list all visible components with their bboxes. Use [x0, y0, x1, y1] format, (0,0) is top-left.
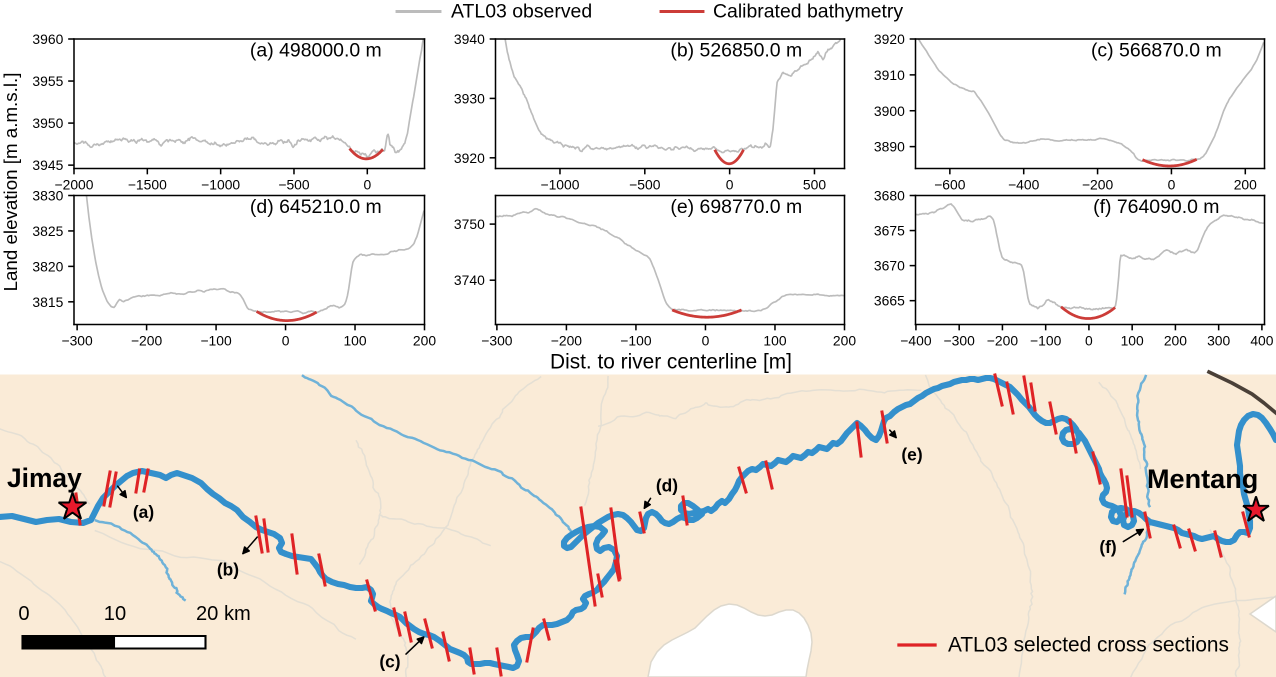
- svg-text:100: 100: [763, 332, 786, 348]
- svg-text:3955: 3955: [32, 73, 63, 89]
- svg-text:10: 10: [104, 603, 126, 625]
- svg-text:200: 200: [413, 332, 436, 348]
- svg-text:−1000: −1000: [201, 176, 240, 192]
- svg-text:3740: 3740: [454, 272, 485, 288]
- svg-text:0: 0: [1168, 176, 1176, 192]
- svg-text:(e) 698770.0 m: (e) 698770.0 m: [670, 196, 802, 218]
- svg-text:100: 100: [343, 332, 366, 348]
- svg-text:3825: 3825: [32, 223, 63, 239]
- svg-text:3815: 3815: [32, 294, 63, 310]
- svg-text:3665: 3665: [874, 293, 905, 309]
- svg-text:−400: −400: [1008, 176, 1040, 192]
- svg-text:−500: −500: [629, 176, 661, 192]
- svg-text:3945: 3945: [32, 157, 63, 173]
- svg-text:−400: −400: [900, 332, 932, 348]
- svg-text:3910: 3910: [874, 67, 905, 83]
- svg-text:0: 0: [702, 332, 710, 348]
- svg-text:(c): (c): [379, 651, 400, 671]
- svg-text:Dist. to river centerline [m]: Dist. to river centerline [m]: [550, 350, 792, 373]
- svg-text:3950: 3950: [32, 115, 63, 131]
- svg-text:(c) 566870.0 m: (c) 566870.0 m: [1091, 39, 1222, 61]
- svg-text:−300: −300: [61, 332, 93, 348]
- svg-text:Jimay: Jimay: [7, 463, 82, 493]
- svg-text:3750: 3750: [454, 216, 485, 232]
- svg-text:0: 0: [282, 332, 290, 348]
- svg-text:ATL03 observed: ATL03 observed: [451, 1, 592, 23]
- svg-text:200: 200: [1234, 176, 1257, 192]
- svg-text:−100: −100: [1030, 332, 1062, 348]
- svg-text:3670: 3670: [874, 258, 905, 274]
- svg-text:Land elevation [m a.m.s.l.]: Land elevation [m a.m.s.l.]: [0, 73, 21, 292]
- svg-text:−200: −200: [131, 332, 163, 348]
- svg-text:(a) 498000.0 m: (a) 498000.0 m: [250, 39, 382, 61]
- svg-text:(d) 645210.0 m: (d) 645210.0 m: [250, 196, 382, 218]
- svg-text:3680: 3680: [874, 188, 905, 204]
- svg-text:−200: −200: [987, 332, 1019, 348]
- svg-text:−200: −200: [1082, 176, 1114, 192]
- svg-text:0: 0: [1085, 332, 1093, 348]
- svg-text:0: 0: [363, 176, 371, 192]
- svg-text:3830: 3830: [32, 188, 63, 204]
- svg-text:(a): (a): [133, 502, 154, 522]
- svg-text:200: 200: [833, 332, 856, 348]
- svg-text:3920: 3920: [454, 150, 485, 166]
- svg-text:−2000: −2000: [55, 176, 94, 192]
- svg-text:−200: −200: [551, 332, 583, 348]
- svg-text:20 km: 20 km: [196, 603, 251, 625]
- svg-text:ATL03 selected cross sections: ATL03 selected cross sections: [948, 633, 1229, 656]
- svg-text:−300: −300: [481, 332, 513, 348]
- svg-text:(d): (d): [656, 475, 678, 495]
- svg-text:Mentang: Mentang: [1147, 463, 1258, 494]
- svg-text:3900: 3900: [874, 103, 905, 119]
- svg-text:Calibrated bathymetry: Calibrated bathymetry: [713, 1, 903, 23]
- svg-text:−300: −300: [944, 332, 976, 348]
- svg-text:(b): (b): [217, 559, 239, 579]
- svg-text:−600: −600: [934, 176, 966, 192]
- svg-text:500: 500: [803, 176, 826, 192]
- svg-text:3960: 3960: [32, 31, 63, 47]
- svg-text:(b) 526850.0 m: (b) 526850.0 m: [670, 39, 802, 61]
- svg-text:300: 300: [1207, 332, 1230, 348]
- svg-text:−100: −100: [620, 332, 652, 348]
- svg-text:400: 400: [1250, 332, 1273, 348]
- svg-text:−100: −100: [200, 332, 232, 348]
- svg-text:3940: 3940: [454, 31, 485, 47]
- svg-text:(e): (e): [901, 444, 922, 464]
- svg-text:−1500: −1500: [128, 176, 167, 192]
- svg-text:3820: 3820: [32, 258, 63, 274]
- svg-text:3675: 3675: [874, 223, 905, 239]
- svg-text:0: 0: [18, 603, 29, 625]
- svg-text:100: 100: [1121, 332, 1144, 348]
- svg-text:−500: −500: [278, 176, 310, 192]
- svg-text:3890: 3890: [874, 139, 905, 155]
- svg-text:−1000: −1000: [540, 176, 579, 192]
- svg-text:(f) 764090.0 m: (f) 764090.0 m: [1093, 196, 1219, 218]
- svg-text:(f): (f): [1099, 537, 1116, 557]
- svg-text:3920: 3920: [874, 31, 905, 47]
- svg-text:200: 200: [1164, 332, 1187, 348]
- svg-text:0: 0: [726, 176, 734, 192]
- svg-text:3930: 3930: [454, 90, 485, 106]
